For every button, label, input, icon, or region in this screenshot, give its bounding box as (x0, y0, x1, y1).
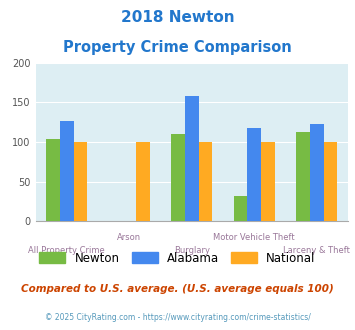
Bar (46, 139, 60, 221)
Text: 2018 Newton: 2018 Newton (121, 10, 234, 25)
Text: Burglary: Burglary (174, 246, 210, 255)
Legend: Newton, Alabama, National: Newton, Alabama, National (34, 247, 321, 269)
Text: Compared to U.S. average. (U.S. average equals 100): Compared to U.S. average. (U.S. average … (21, 284, 334, 294)
Bar (261, 142, 275, 221)
Text: Arson: Arson (117, 233, 141, 242)
Bar (296, 132, 310, 221)
Bar (323, 142, 337, 221)
Text: Larceny & Theft: Larceny & Theft (283, 246, 350, 255)
Bar (136, 142, 150, 221)
Bar (310, 124, 323, 221)
Text: © 2025 CityRating.com - https://www.cityrating.com/crime-statistics/: © 2025 CityRating.com - https://www.city… (45, 314, 310, 322)
Bar (185, 96, 198, 221)
Bar (198, 142, 212, 221)
Bar (171, 134, 185, 221)
Text: Motor Vehicle Theft: Motor Vehicle Theft (213, 233, 295, 242)
Bar (73, 142, 87, 221)
Bar (247, 128, 261, 221)
Bar (60, 120, 73, 221)
Text: All Property Crime: All Property Crime (28, 246, 105, 255)
Bar (234, 196, 247, 221)
Text: Property Crime Comparison: Property Crime Comparison (63, 40, 292, 54)
